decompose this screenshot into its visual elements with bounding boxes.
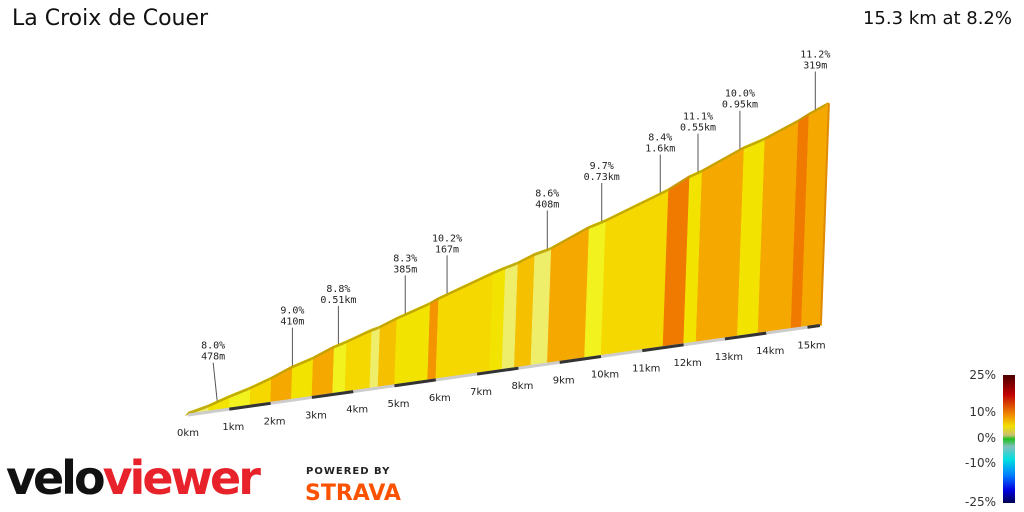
x-tick-label: 9km [553, 375, 575, 386]
annotation-length: 0.73km [584, 172, 620, 183]
x-tick-label: 4km [346, 405, 368, 416]
annotation-grade: 8.6% [535, 189, 559, 200]
x-tick-label: 15km [797, 340, 825, 351]
profile-top-edge [795, 112, 810, 124]
x-tick-label: 1km [222, 422, 244, 433]
profile-top-edge [393, 302, 431, 322]
profile-top-edge [515, 253, 535, 266]
annotation-leader-line [212, 362, 218, 401]
x-axis-km-band [724, 331, 767, 341]
annotation-length: 319m [803, 60, 827, 71]
x-tick-label: 3km [305, 410, 327, 421]
profile-top-edge [699, 146, 745, 174]
x-tick-label: 8km [511, 381, 533, 392]
x-tick-label: 10km [591, 370, 619, 381]
legend-label: 25% [969, 368, 996, 382]
profile-segment [344, 328, 373, 394]
profile-top-edge [343, 328, 372, 345]
veloviewer-logo: veloviewer [6, 451, 261, 505]
x-tick-label: 11km [632, 364, 660, 375]
profile-segment [695, 145, 745, 344]
profile-top-edge [490, 266, 506, 276]
annotation-grade: 10.0% [725, 89, 755, 100]
annotation-grade: 8.8% [326, 284, 350, 295]
x-tick-label: 6km [429, 393, 451, 404]
x-tick-label: 2km [264, 416, 286, 427]
profile-top-edge [502, 261, 519, 271]
annotation-grade: 10.2% [432, 233, 462, 244]
profile-top-edge [806, 102, 828, 117]
powered-by-label: POWERED BY [306, 466, 391, 477]
profile-top-edge [310, 345, 335, 361]
x-tick-label: 12km [673, 358, 701, 369]
profile-top-edge [586, 219, 606, 231]
climb-summary: 15.3 km at 8.2% [862, 8, 1012, 29]
annotation-length: 410m [280, 317, 304, 328]
profile-top-edge [331, 340, 347, 350]
profile-top-edge [247, 376, 272, 391]
annotation-length: 0.55km [680, 123, 716, 134]
x-tick-label: 5km [388, 399, 410, 410]
profile-segment [435, 271, 494, 381]
annotation-grade: 8.3% [393, 253, 417, 264]
annotation-length: 1.6km [645, 144, 675, 155]
profile-top-edge [548, 226, 590, 252]
annotation-grade: 11.1% [683, 112, 713, 123]
profile-end-face [819, 102, 830, 326]
legend-label: -10% [965, 456, 996, 470]
legend-label: -25% [965, 495, 996, 509]
annotation-length: 385m [393, 264, 417, 275]
x-tick-label: 13km [715, 352, 743, 363]
x-axis-km-band [229, 401, 271, 411]
legend-label: 0% [977, 431, 996, 445]
profile-top-edge [602, 188, 669, 224]
annotation-grade: 8.4% [648, 133, 672, 144]
legend-label: 10% [969, 405, 996, 419]
x-tick-label: 0km [177, 428, 199, 439]
profile-top-edge [427, 297, 439, 307]
annotation-length: 167m [435, 244, 459, 255]
profile-top-edge [531, 247, 552, 258]
gradient-legend-bar [1003, 375, 1015, 503]
x-axis-km-band [807, 324, 821, 329]
profile-top-edge [268, 365, 293, 381]
annotation-length: 408m [535, 200, 559, 211]
profile-top-edge [435, 271, 494, 302]
annotation-grade: 9.7% [590, 161, 614, 172]
profile-top-edge [761, 119, 799, 142]
x-tick-label: 7km [470, 387, 492, 398]
profile-segment [249, 376, 272, 407]
profile-top-edge [665, 175, 690, 193]
annotation-length: 0.95km [722, 100, 758, 111]
profile-segment [332, 340, 347, 395]
x-axis-km-band [311, 390, 354, 399]
annotation-grade: 11.2% [800, 49, 830, 60]
profile-top-edge [205, 395, 230, 409]
profile-segment [270, 365, 293, 404]
strava-logo: STRAVA [305, 481, 401, 506]
profile-top-edge [686, 169, 703, 180]
profile-top-edge [377, 317, 397, 330]
annotation-grade: 9.0% [280, 306, 304, 317]
profile-segment [600, 188, 669, 357]
annotation-length: 0.51km [320, 295, 356, 306]
x-axis-km-band [476, 366, 519, 376]
profile-top-edge [368, 325, 381, 333]
profile-segment [394, 301, 431, 387]
x-axis-km-band [559, 355, 602, 364]
annotation-length: 478m [201, 352, 225, 363]
profile-top-edge [289, 356, 314, 370]
annotation-grade: 8.0% [201, 341, 225, 352]
climb-title: La Croix de Couer [12, 6, 209, 31]
profile-top-edge [226, 386, 251, 400]
x-axis-km-band [394, 378, 437, 388]
x-axis-km-band [642, 343, 684, 353]
x-tick-label: 14km [756, 346, 784, 357]
profile-top-edge [741, 137, 765, 151]
